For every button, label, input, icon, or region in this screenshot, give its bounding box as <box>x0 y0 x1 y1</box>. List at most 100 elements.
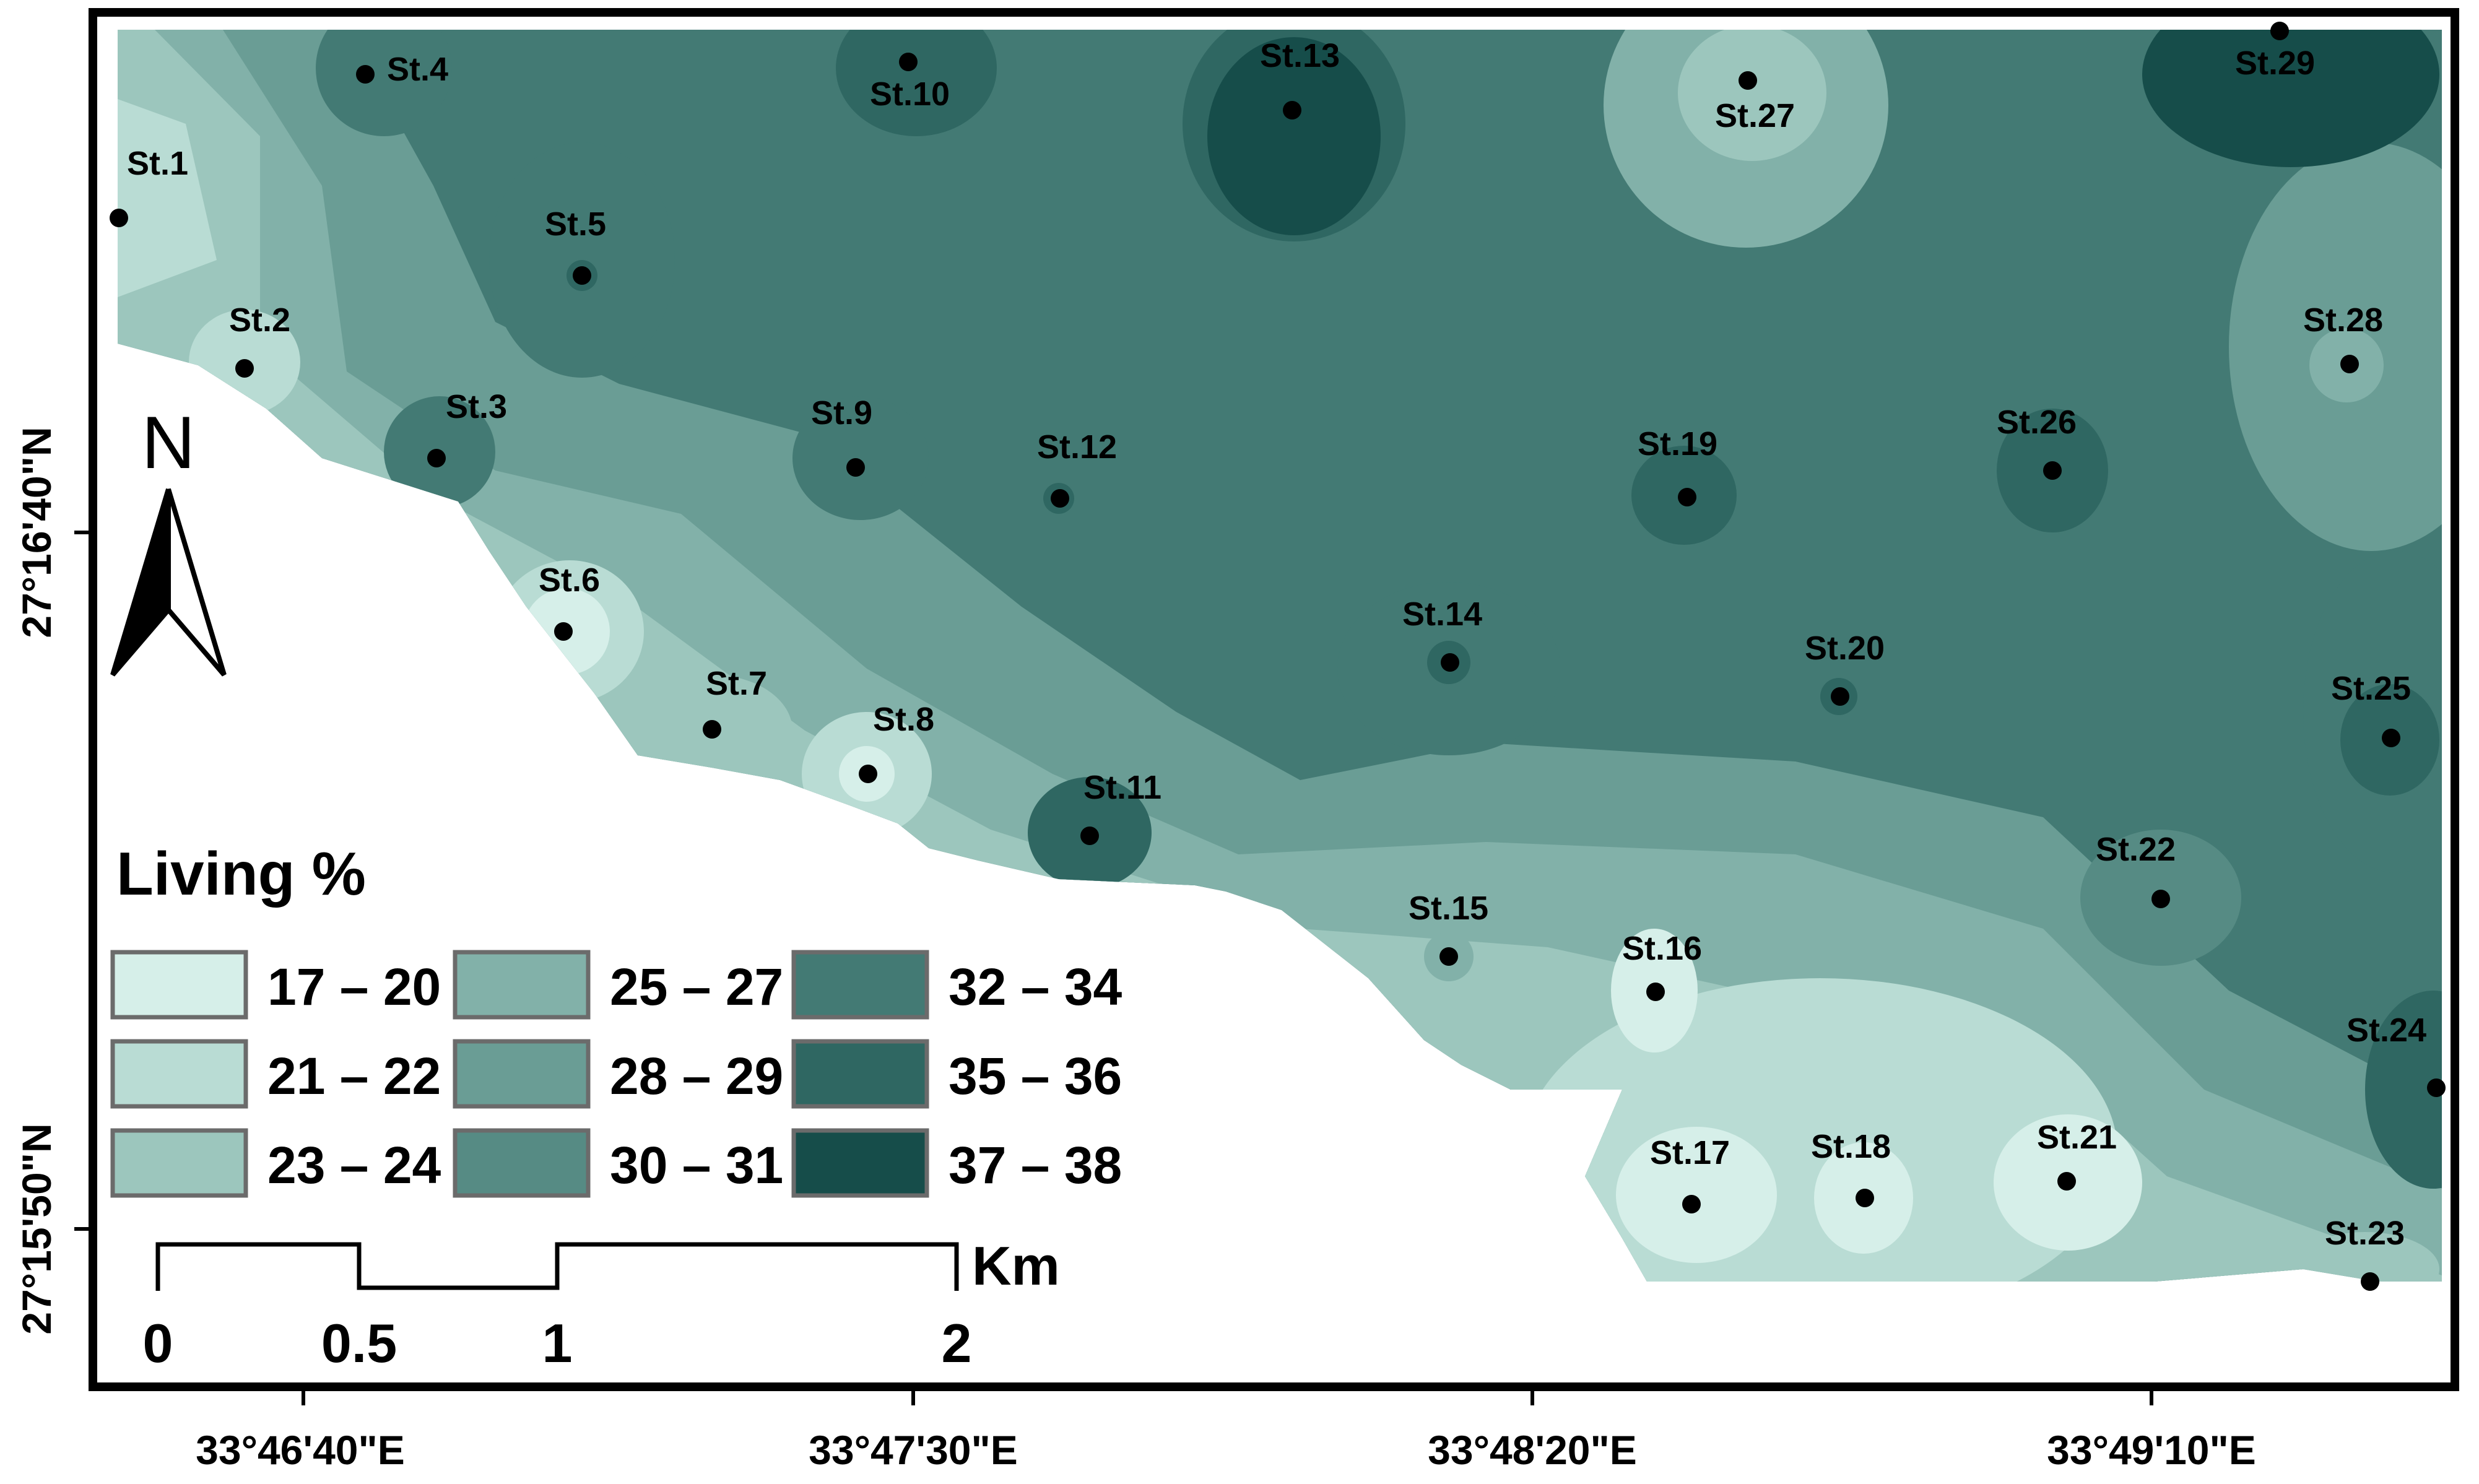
station-label: St.22 <box>2096 831 2176 868</box>
north-arrow-outline <box>110 488 171 677</box>
station-label: St.20 <box>1805 630 1885 667</box>
station-label: St.4 <box>387 51 448 88</box>
station-label: St.23 <box>2325 1215 2405 1252</box>
legend-swatch-7 <box>791 950 929 1020</box>
scale-tick-1: 1 <box>542 1313 573 1374</box>
x-tick-label-2: 33°47'30"E <box>809 1427 1018 1473</box>
station-marker <box>2382 729 2400 747</box>
legend-swatch-2 <box>110 1039 248 1109</box>
station-marker <box>235 359 254 378</box>
station-28: St.28 <box>2303 302 2383 373</box>
station-label: St.18 <box>1811 1128 1891 1165</box>
surface-blob-29 <box>2142 30 2439 167</box>
scale-tick-0: 0 <box>143 1313 173 1374</box>
station-marker <box>1080 827 1099 845</box>
surface-blob-4 <box>316 30 452 136</box>
legend-label-8: 35 – 36 <box>949 1047 1122 1105</box>
station-label: St.6 <box>539 562 600 599</box>
legend: Living % 17 – 20 21 – 22 23 – 24 25 – 27 28 … <box>110 840 1122 1198</box>
north-arrow-icon: N <box>110 401 227 677</box>
station-27: St.27 <box>1715 71 1795 134</box>
legend-title: Living % <box>116 840 366 908</box>
station-marker <box>554 622 573 641</box>
station-marker <box>1051 489 1069 508</box>
station-label: St.17 <box>1650 1134 1730 1171</box>
y-tick-label-1: 27°16'40"N <box>14 427 59 638</box>
station-18: St.18 <box>1811 1128 1891 1207</box>
station-label: St.7 <box>706 665 767 702</box>
station-marker <box>2361 1272 2379 1291</box>
station-17: St.17 <box>1650 1134 1730 1213</box>
legend-label-1: 17 – 20 <box>267 958 441 1016</box>
station-9: St.9 <box>811 394 872 477</box>
station-5: St.5 <box>545 206 606 285</box>
station-marker <box>427 449 446 467</box>
legend-swatch-1 <box>110 950 248 1020</box>
x-axis <box>302 1387 2153 1405</box>
station-label: St.15 <box>1409 890 1488 927</box>
station-label: St.11 <box>1083 769 1161 806</box>
station-14: St.14 <box>1402 596 1482 672</box>
station-16: St.16 <box>1622 930 1702 1001</box>
station-label: St.12 <box>1037 428 1117 466</box>
station-marker <box>1856 1189 1874 1207</box>
station-12: St.12 <box>1037 428 1117 508</box>
station-21: St.21 <box>2037 1119 2117 1191</box>
station-marker <box>110 209 128 227</box>
legend-label-6: 30 – 31 <box>610 1136 783 1194</box>
station-marker <box>2151 890 2170 908</box>
station-marker <box>2340 355 2359 373</box>
station-24: St.24 <box>2347 1012 2446 1097</box>
legend-swatch-3 <box>110 1128 248 1198</box>
surface-blob-17 <box>1616 1127 1777 1263</box>
stations-layer: St.1 St.2 St.3 St.4 St.5 St.6 St.7 St.8 St.9 St.1… <box>110 22 2446 1291</box>
legend-label-9: 37 – 38 <box>949 1136 1122 1194</box>
legend-label-4: 25 – 27 <box>610 958 783 1016</box>
station-marker <box>573 266 591 285</box>
station-label: St.5 <box>545 206 606 243</box>
station-29: St.29 <box>2235 22 2315 82</box>
station-marker <box>1739 71 1757 90</box>
station-marker <box>2270 22 2289 40</box>
station-15: St.15 <box>1409 890 1488 966</box>
legend-label-5: 28 – 29 <box>610 1047 783 1105</box>
station-label: St.8 <box>873 701 934 738</box>
station-marker <box>1441 653 1459 672</box>
legend-swatch-8 <box>791 1039 929 1109</box>
station-2: St.2 <box>229 302 290 378</box>
station-label: St.10 <box>870 76 950 113</box>
surface-blob-9 <box>792 396 929 520</box>
north-label: N <box>142 401 196 484</box>
surface-blob-10 <box>836 30 997 136</box>
legend-swatch-6 <box>453 1128 591 1198</box>
station-22: St.22 <box>2096 831 2176 908</box>
station-10: St.10 <box>870 53 950 113</box>
legend-label-3: 23 – 24 <box>267 1136 441 1194</box>
x-tick-label-4: 33°49'10"E <box>2047 1427 2256 1473</box>
station-marker <box>2057 1172 2076 1191</box>
legend-swatch-5 <box>453 1039 591 1109</box>
station-marker <box>859 765 877 783</box>
station-label: St.21 <box>2037 1119 2117 1156</box>
station-3: St.3 <box>427 388 507 467</box>
station-1: St.1 <box>110 145 188 227</box>
legend-swatch-4 <box>453 950 591 1020</box>
surface-coastal-band-21-22 <box>118 99 217 297</box>
station-label: St.2 <box>229 302 290 339</box>
station-marker <box>1682 1195 1701 1213</box>
station-6: St.6 <box>539 562 600 641</box>
station-13: St.13 <box>1260 37 1340 119</box>
scale-tick-2: 2 <box>942 1313 972 1374</box>
station-23: St.23 <box>2325 1215 2405 1291</box>
x-tick-label-3: 33°48'20"E <box>1428 1427 1637 1473</box>
station-label: St.9 <box>811 394 872 432</box>
station-marker <box>2043 461 2062 480</box>
station-7: St.7 <box>703 665 767 739</box>
scale-unit: Km <box>972 1235 1060 1296</box>
station-label: St.24 <box>2347 1012 2426 1049</box>
interpolation-surface <box>118 30 2442 1282</box>
station-label: St.16 <box>1622 930 1702 967</box>
map-frame <box>89 8 2459 1391</box>
station-marker <box>846 458 865 477</box>
